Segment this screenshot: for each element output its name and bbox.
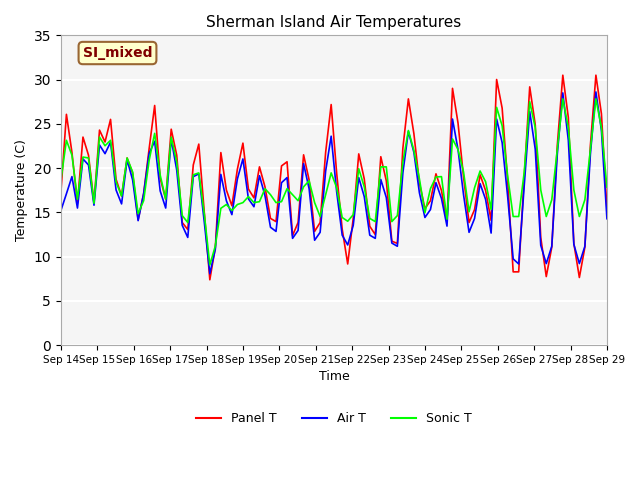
Line: Sonic T: Sonic T — [61, 99, 607, 265]
Air T — [592, 89, 600, 95]
Panel T — [57, 189, 65, 195]
Sonic T — [162, 196, 170, 202]
Panel T — [592, 72, 600, 78]
Line: Air T: Air T — [61, 92, 607, 274]
Panel T — [603, 206, 611, 212]
Title: Sherman Island Air Temperatures: Sherman Island Air Temperatures — [206, 15, 461, 30]
Sonic T — [570, 187, 578, 193]
Air T — [184, 235, 191, 240]
Sonic T — [586, 146, 594, 152]
Legend: Panel T, Air T, Sonic T: Panel T, Air T, Sonic T — [191, 407, 477, 430]
Panel T — [581, 244, 589, 250]
Panel T — [162, 196, 170, 202]
Line: Panel T: Panel T — [61, 75, 607, 280]
Sonic T — [206, 262, 214, 268]
Air T — [564, 137, 572, 143]
Sonic T — [344, 218, 351, 224]
Air T — [162, 205, 170, 211]
Panel T — [344, 261, 351, 267]
Panel T — [564, 115, 572, 120]
Panel T — [206, 277, 214, 283]
Sonic T — [603, 184, 611, 190]
Sonic T — [184, 220, 191, 226]
Y-axis label: Temperature (C): Temperature (C) — [15, 139, 28, 241]
Text: SI_mixed: SI_mixed — [83, 46, 152, 60]
Air T — [57, 208, 65, 214]
Air T — [206, 271, 214, 276]
Air T — [344, 242, 351, 248]
Sonic T — [57, 177, 65, 183]
Sonic T — [559, 96, 566, 102]
Air T — [388, 240, 396, 246]
Panel T — [184, 227, 191, 232]
Sonic T — [388, 219, 396, 225]
Panel T — [388, 238, 396, 244]
X-axis label: Time: Time — [319, 371, 349, 384]
Air T — [603, 216, 611, 222]
Air T — [581, 243, 589, 249]
